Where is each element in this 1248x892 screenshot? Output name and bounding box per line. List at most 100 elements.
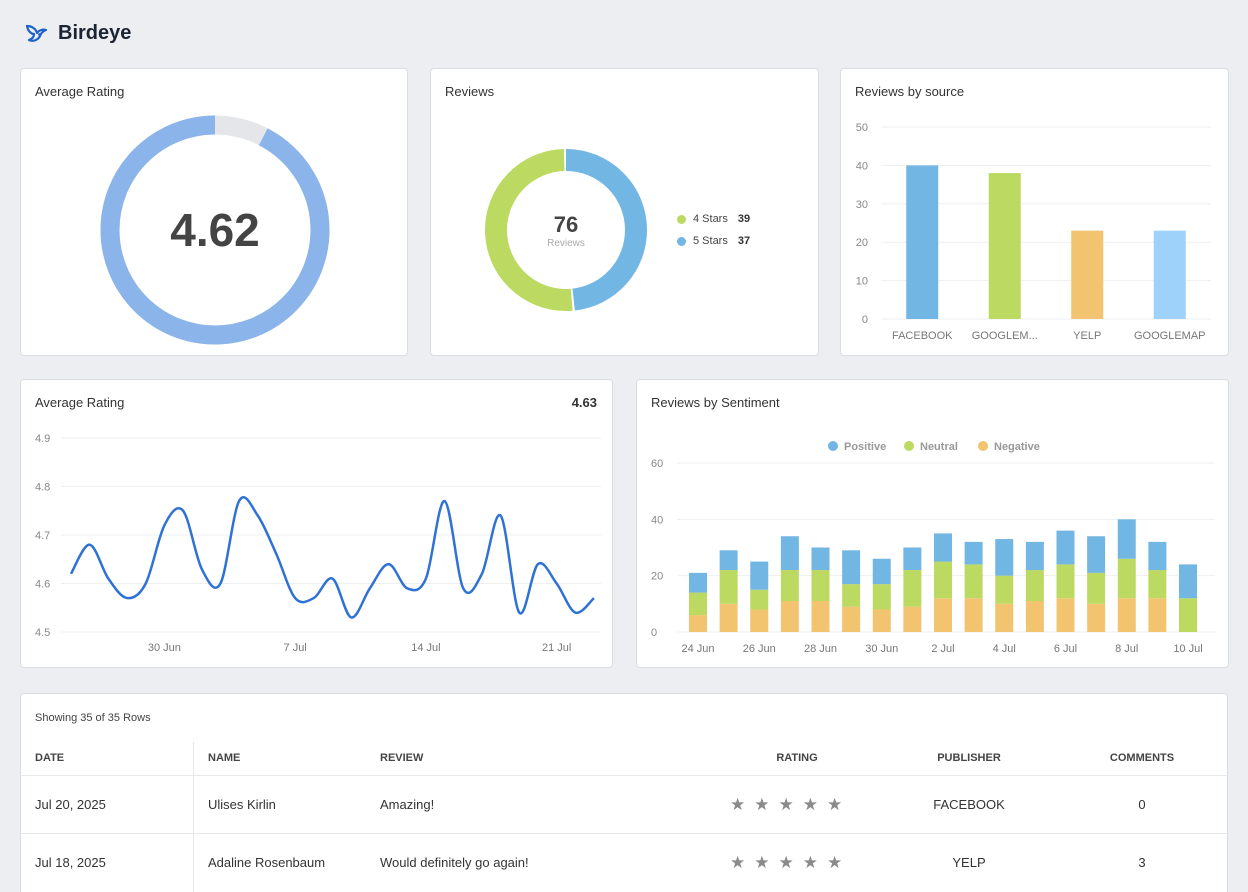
bar-segment-neutral <box>811 570 830 602</box>
donut-slice-5-stars <box>485 149 647 311</box>
bar-segment-negative <box>995 603 1014 632</box>
x-tick-label: 4 Jul <box>993 643 1016 655</box>
legend-item-5-stars: 5 Stars 37 <box>677 235 750 247</box>
reviews-by-sentiment-card: Reviews by Sentiment 0 20 40 60 Positive Neut… <box>636 379 1229 668</box>
reviews-donut: 76 Reviews <box>485 149 647 311</box>
legend-item-4-stars: 4 Stars 39 <box>677 213 750 225</box>
bar-segment-positive <box>995 539 1014 576</box>
bar-segment-negative <box>934 598 952 632</box>
bar-0 <box>906 165 939 319</box>
y-tick-label: 4.5 <box>35 627 50 639</box>
bar-segment-neutral <box>750 589 769 610</box>
bar-segment-negative <box>1117 598 1136 632</box>
bar-segment-positive <box>750 561 769 590</box>
cell-review: Would definitely go again! <box>380 855 529 870</box>
bar-segment-positive <box>1117 519 1136 559</box>
donut-slice-4-stars <box>485 149 647 311</box>
bar-segment-neutral <box>934 561 952 599</box>
bar-segment-positive <box>1056 530 1075 565</box>
bar-segment-positive <box>842 550 861 585</box>
bar-segment-neutral <box>872 584 891 610</box>
bar-segment-neutral <box>1148 570 1167 599</box>
bar-segment-positive <box>719 550 738 571</box>
x-tick-label: GOOGLEMAP <box>1134 330 1206 342</box>
cell-comments: 0 <box>1138 797 1146 812</box>
bar-segment-neutral <box>995 575 1014 604</box>
legend-dot <box>677 214 686 224</box>
x-tick-label: 26 Jun <box>743 643 776 655</box>
bar-segment-positive <box>1148 541 1167 571</box>
donut-fill <box>100 115 330 345</box>
cell-name: Adaline Rosenbaum <box>208 855 326 870</box>
series-line <box>69 496 595 619</box>
cell-date: Jul 20, 2025 <box>35 797 106 812</box>
x-tick-label: 30 Jun <box>865 643 898 655</box>
y-tick-label: 4.9 <box>35 433 50 445</box>
cell-publisher: YELP <box>952 855 986 870</box>
y-tick-label: 50 <box>856 122 868 134</box>
legend-value: 37 <box>737 235 751 247</box>
legend-label: 4 Stars <box>693 213 728 225</box>
y-tick-label: 4.8 <box>35 482 50 494</box>
cell-publisher: FACEBOOK <box>933 797 1005 812</box>
x-tick-label: FACEBOOK <box>892 330 953 342</box>
star-icon: ★ <box>778 853 794 872</box>
bar-segment-negative <box>780 601 799 632</box>
bar-segment-negative <box>719 603 738 632</box>
x-tick-label: 21 Jul <box>542 642 571 654</box>
bar-segment-positive <box>1179 564 1197 599</box>
legend-dot <box>904 441 914 451</box>
star-icon: ★ <box>802 853 818 872</box>
bar-segment-negative <box>750 609 769 632</box>
reviews-by-sentiment-chart: 0 20 40 60 Positive Neutral Negative 24 Jun 26 J… <box>651 441 1215 655</box>
bar-segment-negative <box>1148 598 1167 632</box>
reviews-donut-card: Reviews 76 Reviews 4 Stars 39 5 Stars 37 <box>430 68 819 356</box>
bar-segment-neutral <box>1117 558 1136 599</box>
column-header-publisher[interactable]: PUBLISHER <box>937 752 1001 764</box>
average-rating-headline: 4.63 <box>571 395 597 410</box>
x-tick-label: 28 Jun <box>804 643 837 655</box>
bar-segment-positive <box>964 541 983 565</box>
bar-segment-negative <box>903 606 922 632</box>
average-rating-line-chart: 4.5 4.6 4.7 4.8 4.9 30 Jun 7 Jul 14 Jul 21 Jul <box>35 433 601 654</box>
y-tick-label: 60 <box>651 458 663 470</box>
star-icon: ★ <box>730 795 746 814</box>
reviews-total-label: Reviews <box>547 238 585 249</box>
x-tick-label: 10 Jul <box>1173 643 1202 655</box>
legend-label: Positive <box>844 441 886 453</box>
row-divider <box>21 833 1227 834</box>
bar-segment-neutral <box>903 570 922 607</box>
legend-dot <box>978 441 988 451</box>
column-header-comments[interactable]: COMMENTS <box>1109 752 1175 764</box>
rating-stars: ★ ★ ★ ★ ★ <box>730 854 842 871</box>
column-header-rating[interactable]: RATING <box>776 752 818 764</box>
y-tick-label: 10 <box>856 276 868 288</box>
star-icon: ★ <box>754 795 770 814</box>
reviews-by-source-card: Reviews by source 0 10 20 30 40 50 FACEBOOK GOO… <box>840 68 1229 356</box>
bar-segment-negative <box>964 598 983 632</box>
bar-segment-neutral <box>780 570 799 602</box>
x-tick-label: 24 Jun <box>681 643 714 655</box>
bar-segment-negative <box>689 615 707 632</box>
cell-date: Jul 18, 2025 <box>35 855 106 870</box>
bar-1 <box>988 173 1021 319</box>
bar-segment-positive <box>811 547 830 571</box>
header-divider <box>21 775 1227 776</box>
column-header-review[interactable]: REVIEW <box>380 752 424 764</box>
column-divider <box>193 742 194 892</box>
card-title: Average Rating <box>35 84 125 99</box>
reviews-by-source-chart: 0 10 20 30 40 50 FACEBOOK GOOGLEM... YELP GOOGLEM… <box>856 122 1211 342</box>
x-tick-label: 6 Jul <box>1054 643 1077 655</box>
y-tick-label: 30 <box>856 199 868 211</box>
bar-segment-negative <box>1025 601 1044 632</box>
bar-segment-positive <box>903 547 922 571</box>
y-tick-label: 4.7 <box>35 530 50 542</box>
legend-label: 5 Stars <box>693 235 728 247</box>
column-header-name[interactable]: NAME <box>208 752 241 764</box>
bar-segment-negative <box>872 609 891 632</box>
reviews-table-card: Showing 35 of 35 Rows DATE NAME REVIEW R… <box>20 693 1228 892</box>
column-header-date[interactable]: DATE <box>35 752 65 764</box>
x-tick-label: 30 Jun <box>148 642 181 654</box>
legend-dot <box>828 441 838 451</box>
x-tick-label: 8 Jul <box>1115 643 1138 655</box>
